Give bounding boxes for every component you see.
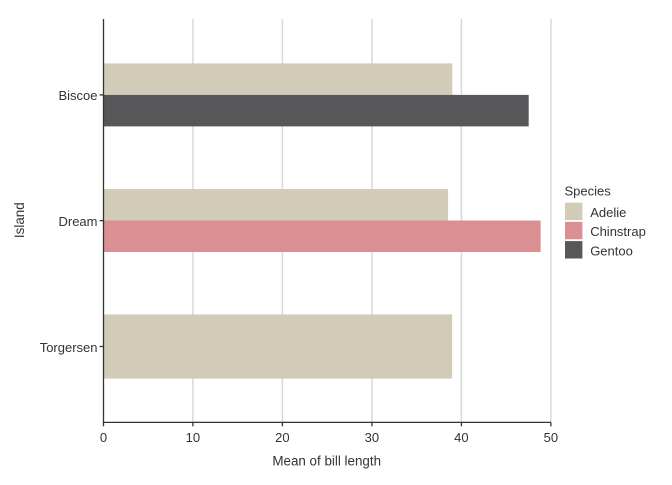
svg-text:20: 20 <box>275 430 289 445</box>
svg-text:Gentoo: Gentoo <box>590 243 633 258</box>
svg-text:50: 50 <box>544 430 558 445</box>
svg-text:Mean of bill length: Mean of bill length <box>272 453 381 468</box>
svg-text:Species: Species <box>565 183 612 198</box>
svg-text:40: 40 <box>454 430 468 445</box>
svg-text:0: 0 <box>100 430 107 445</box>
svg-text:Dream: Dream <box>58 214 97 229</box>
svg-text:30: 30 <box>365 430 379 445</box>
svg-text:Adelie: Adelie <box>590 205 626 220</box>
svg-text:Island: Island <box>12 202 27 238</box>
svg-text:10: 10 <box>186 430 200 445</box>
svg-text:Torgersen: Torgersen <box>40 340 98 355</box>
svg-text:Chinstrap: Chinstrap <box>590 224 646 239</box>
svg-text:Biscoe: Biscoe <box>58 88 97 103</box>
